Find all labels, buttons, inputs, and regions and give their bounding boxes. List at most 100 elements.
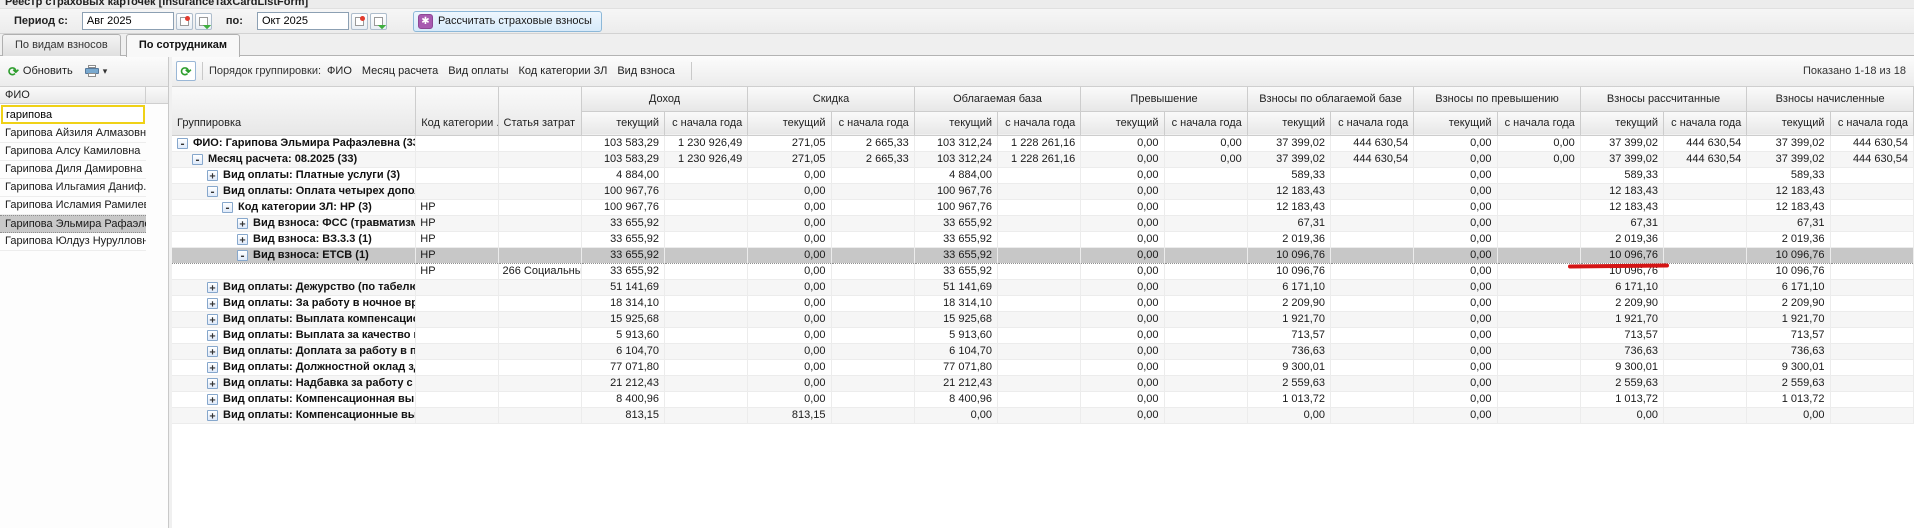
sub-column-header[interactable]: текущий bbox=[1746, 111, 1831, 136]
employee-list-item[interactable]: Гарипова Алсу Камиловна bbox=[0, 143, 146, 161]
expand-plus-icon[interactable]: + bbox=[207, 281, 218, 293]
grouping-field[interactable]: Вид взноса bbox=[617, 65, 675, 77]
value-cell: 37 399,02 bbox=[1247, 135, 1332, 152]
employee-list-item[interactable]: Гарипова Диля Дамировна bbox=[0, 161, 146, 179]
grouping-field[interactable]: Код категории ЗЛ bbox=[518, 65, 608, 77]
sub-column-header[interactable]: текущий bbox=[914, 111, 999, 136]
sub-column-header[interactable]: текущий bbox=[1580, 111, 1665, 136]
table-row[interactable]: + Вид оплаты: За работу в ночное вре... 18… bbox=[172, 295, 1914, 312]
value-cell bbox=[1330, 215, 1415, 232]
sub-column-header[interactable]: с начала года bbox=[1830, 111, 1914, 136]
value-cell bbox=[1164, 375, 1248, 392]
sub-column-header[interactable]: текущий bbox=[1413, 111, 1498, 136]
fio-column-header[interactable]: ФИО bbox=[0, 87, 168, 104]
employee-list-item[interactable]: Гарипова Исламия Рамилев... bbox=[0, 197, 146, 215]
calc-contributions-button[interactable]: ✱ Рассчитать страховые взносы bbox=[412, 10, 602, 32]
table-row[interactable]: + Вид оплаты: Доплата за работу в пра... 6… bbox=[172, 343, 1914, 360]
period-to-input[interactable] bbox=[256, 12, 349, 30]
value-cell: 51 141,69 bbox=[581, 279, 666, 296]
employee-list-item[interactable]: Гарипова Айзиля Алмазовна bbox=[0, 125, 146, 143]
tab-by-contribution-types[interactable]: По видам взносов bbox=[2, 34, 121, 56]
fio-filter-input[interactable] bbox=[1, 105, 145, 124]
value-cell bbox=[1330, 359, 1415, 376]
expand-plus-icon[interactable]: + bbox=[207, 297, 218, 309]
sub-column-header[interactable]: текущий bbox=[1247, 111, 1332, 136]
collapse-minus-icon[interactable]: - bbox=[207, 185, 218, 197]
grouping-field[interactable]: ФИО bbox=[327, 65, 352, 77]
panel-splitter[interactable] bbox=[169, 56, 172, 528]
table-row[interactable]: + Вид оплаты: Должностной оклад здр... 77 … bbox=[172, 359, 1914, 376]
sub-column-header[interactable]: текущий bbox=[1080, 111, 1165, 136]
sub-column-header[interactable]: с начала года bbox=[997, 111, 1082, 136]
employee-list-item[interactable]: Гарипова Ильгамия Даниф... bbox=[0, 179, 146, 197]
table-row[interactable]: + Вид оплаты: Компенсационная выпл... 8 40… bbox=[172, 391, 1914, 408]
employee-list-item[interactable]: Гарипова Эльмира Рафаэле... bbox=[0, 215, 146, 233]
column-header[interactable]: Код категории ... bbox=[415, 87, 499, 136]
expand-plus-icon[interactable]: + bbox=[237, 233, 248, 245]
sub-column-header[interactable]: с начала года bbox=[1663, 111, 1748, 136]
value-cell bbox=[1497, 391, 1581, 408]
collapse-minus-icon[interactable]: - bbox=[237, 249, 248, 261]
table-row[interactable]: + Вид оплаты: Надбавка за работу с вр... 2… bbox=[172, 375, 1914, 392]
grid-refresh-button[interactable]: ⟳ bbox=[176, 61, 196, 81]
grouping-field[interactable]: Вид оплаты bbox=[448, 65, 509, 77]
table-row[interactable]: - Месяц расчета: 08.2025 (33) 103 583,29 1 … bbox=[172, 151, 1914, 168]
table-row[interactable]: + Вид оплаты: Платные услуги (3) 4 884,00 0… bbox=[172, 167, 1914, 184]
expand-plus-icon[interactable]: + bbox=[207, 345, 218, 357]
table-row[interactable]: - Вид взноса: ЕТСВ (1) НР 33 655,92 0,00 33 6… bbox=[172, 246, 1914, 264]
column-group-header[interactable]: Взносы по превышению bbox=[1413, 87, 1581, 112]
expand-plus-icon[interactable]: + bbox=[207, 329, 218, 341]
collapse-minus-icon[interactable]: - bbox=[222, 201, 233, 213]
expand-plus-icon[interactable]: + bbox=[207, 313, 218, 325]
expand-plus-icon[interactable]: + bbox=[237, 217, 248, 229]
date-clear-button-to[interactable] bbox=[350, 12, 368, 30]
column-group-header[interactable]: Скидка bbox=[747, 87, 915, 112]
table-row[interactable]: + Вид оплаты: Выплата компенсацион... 15 9… bbox=[172, 311, 1914, 328]
table-row[interactable]: + Вид взноса: ВЗ.3.3 (1) НР 33 655,92 0,00 33… bbox=[172, 231, 1914, 248]
date-pick-button-from[interactable] bbox=[194, 12, 212, 30]
sub-column-header[interactable]: с начала года bbox=[1330, 111, 1415, 136]
date-pick-button-to[interactable] bbox=[369, 12, 387, 30]
expand-plus-icon[interactable]: + bbox=[207, 393, 218, 405]
table-row[interactable]: + Вид оплаты: Выплата за качество по ... 5… bbox=[172, 327, 1914, 344]
table-row[interactable]: - ФИО: Гарипова Эльмира Рафаэлевна (33) 10… bbox=[172, 135, 1914, 152]
value-cell: 2 209,90 bbox=[1746, 295, 1831, 312]
tab-by-employees[interactable]: По сотрудникам bbox=[125, 34, 241, 57]
column-group-header[interactable]: Взносы начисленные bbox=[1746, 87, 1914, 112]
column-group-header[interactable]: Превышение bbox=[1080, 87, 1248, 112]
column-group-header[interactable]: Облагаемая база bbox=[914, 87, 1082, 112]
column-header[interactable]: Группировка bbox=[172, 87, 417, 136]
sidebar-refresh-button[interactable]: ⟳ Обновить bbox=[4, 61, 77, 81]
sidebar-print-button[interactable]: ▾ bbox=[81, 61, 112, 81]
table-row[interactable]: + Вид оплаты: Дежурство (по табелю) ... 51… bbox=[172, 279, 1914, 296]
table-row[interactable]: - Код категории ЗЛ: НР (3) НР 100 967,76 0,0… bbox=[172, 199, 1914, 216]
column-header[interactable]: Статья затрат bbox=[498, 87, 582, 136]
value-cell bbox=[1497, 343, 1581, 360]
sub-column-header[interactable]: с начала года bbox=[664, 111, 749, 136]
expand-plus-icon[interactable]: + bbox=[207, 409, 218, 421]
employee-list-item[interactable]: Гарипова Юлдуз Нурулловна bbox=[0, 233, 146, 251]
period-from-input[interactable] bbox=[81, 12, 174, 30]
column-group-header[interactable]: Взносы по облагаемой базе bbox=[1247, 87, 1415, 112]
expand-plus-icon[interactable]: + bbox=[207, 169, 218, 181]
grouping-field[interactable]: Месяц расчета bbox=[361, 65, 439, 77]
table-row[interactable]: -Вид оплаты: Оплата четырех дополн... 100… bbox=[172, 183, 1914, 200]
value-cell: 0,00 bbox=[747, 311, 832, 328]
sub-column-header[interactable]: с начала года bbox=[1164, 111, 1248, 136]
table-row[interactable]: + Вид оплаты: Компенсационные выпл... 813,… bbox=[172, 407, 1914, 424]
expand-plus-icon[interactable]: + bbox=[207, 361, 218, 373]
value-cell bbox=[1330, 343, 1415, 360]
collapse-minus-icon[interactable]: - bbox=[192, 153, 203, 165]
column-group-header[interactable]: Взносы рассчитанные bbox=[1580, 87, 1748, 112]
sub-column-header[interactable]: с начала года bbox=[831, 111, 915, 136]
sub-column-header[interactable]: текущий bbox=[581, 111, 666, 136]
sub-column-header[interactable]: текущий bbox=[747, 111, 832, 136]
value-cell: 15 925,68 bbox=[581, 311, 666, 328]
sub-column-header[interactable]: с начала года bbox=[1497, 111, 1581, 136]
expand-plus-icon[interactable]: + bbox=[207, 377, 218, 389]
collapse-minus-icon[interactable]: - bbox=[177, 137, 188, 149]
column-group-header[interactable]: Доход bbox=[581, 87, 749, 112]
date-clear-button-from[interactable] bbox=[175, 12, 193, 30]
table-row[interactable]: + Вид взноса: ФСС (травматизм)... НР 33 655… bbox=[172, 215, 1914, 232]
